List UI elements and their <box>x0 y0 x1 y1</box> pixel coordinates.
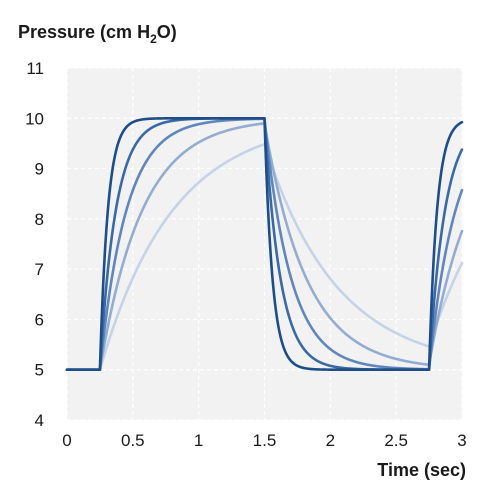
x-axis-title: Time (sec) <box>377 460 466 480</box>
x-tick-label: 2.5 <box>384 431 408 450</box>
y-tick-label: 8 <box>35 210 44 229</box>
series-group <box>65 116 464 372</box>
y-axis-title-main: Pressure (cm H <box>18 22 150 42</box>
pressure-series-line <box>65 116 464 372</box>
x-tick-label: 0 <box>62 431 71 450</box>
x-tick-label: 1.5 <box>253 431 277 450</box>
y-tick-labels: 4 5 6 7 8 9 10 11 <box>25 59 44 430</box>
x-tick-label: 2 <box>326 431 335 450</box>
x-tick-label: 0.5 <box>121 431 145 450</box>
x-tick-labels: 0 0.5 1 1.5 2 2.5 3 <box>62 431 466 450</box>
y-axis-title-subscript: 2 <box>150 32 157 46</box>
y-tick-label: 9 <box>35 160 44 179</box>
y-axis-title: Pressure (cm H2O) <box>18 22 177 46</box>
y-tick-label: 7 <box>35 260 44 279</box>
y-tick-label: 4 <box>35 411 44 430</box>
y-axis-title-end: O) <box>157 22 177 42</box>
y-tick-label: 5 <box>35 361 44 380</box>
y-tick-label: 10 <box>25 109 44 128</box>
x-tick-label: 3 <box>457 431 466 450</box>
y-tick-label: 6 <box>35 310 44 329</box>
x-tick-label: 1 <box>194 431 203 450</box>
y-tick-label: 11 <box>26 59 44 78</box>
